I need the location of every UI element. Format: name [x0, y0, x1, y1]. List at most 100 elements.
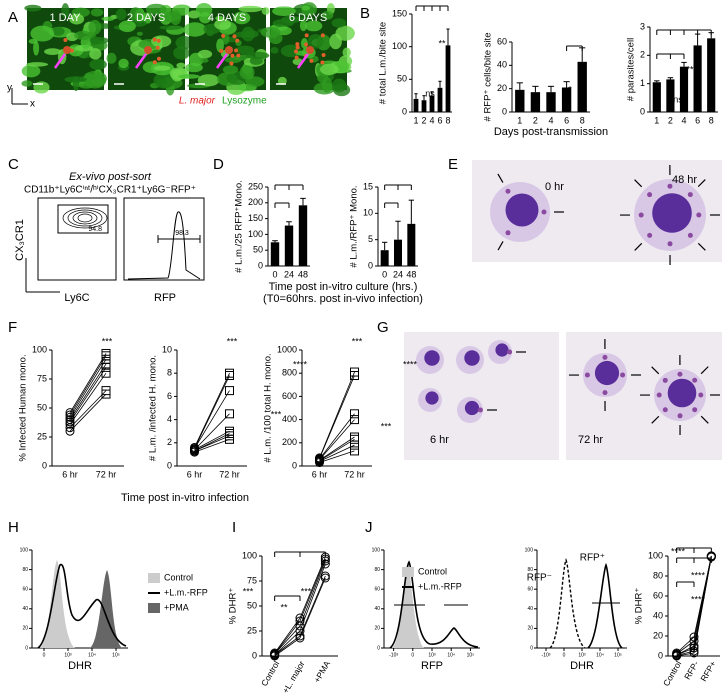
- x-tick-label: 1: [517, 115, 522, 125]
- pair-line: [194, 430, 230, 451]
- y-axis-label: # parasites/cell: [626, 38, 637, 101]
- pair-line: [274, 556, 326, 654]
- error-bar: [667, 77, 674, 80]
- histogram-curve: [549, 558, 586, 649]
- error-bar: [414, 93, 418, 99]
- error-bar: [694, 33, 701, 46]
- y-tick-label: 60: [497, 36, 507, 46]
- legend-key: [402, 567, 414, 577]
- y-tick-label: 0: [167, 460, 172, 470]
- significance-label: ***: [301, 586, 312, 596]
- pair-line: [319, 436, 355, 461]
- tissue-blob: [200, 58, 209, 63]
- significance-label: ***: [381, 421, 392, 431]
- y-tick-label: 75: [37, 373, 47, 383]
- x-tick-label: 4: [681, 115, 686, 125]
- y-axis-label: # L.m. /100 total H. mono.: [263, 353, 274, 462]
- tissue-blob: [185, 62, 203, 73]
- marker: [225, 368, 234, 378]
- marker: [65, 415, 75, 425]
- parasite: [692, 377, 698, 383]
- x-tick-label: RFP+: [698, 659, 718, 683]
- x-tick-label: 1: [654, 115, 659, 125]
- x-tick-label: 4: [548, 115, 553, 125]
- legend-label: +L.m.-RFP: [164, 587, 208, 597]
- histogram-curve: [389, 560, 479, 649]
- tissue-blob: [342, 47, 351, 58]
- tick-label: 10⁴: [88, 652, 96, 658]
- tissue-blob: [239, 65, 255, 80]
- tissue-blob: [245, 76, 265, 87]
- parasite: [63, 37, 68, 42]
- y-tick-label: 60: [653, 590, 663, 600]
- legend-label: +L.m.-RFP: [418, 581, 462, 591]
- tissue-blob: [115, 8, 127, 21]
- tissue-blob: [233, 11, 251, 25]
- bar: [577, 61, 587, 112]
- tissue-blob: [214, 18, 232, 30]
- y-tick-label: 6: [167, 391, 172, 401]
- significance-label: ***: [102, 336, 113, 346]
- contour: [67, 209, 103, 227]
- x-tick-label: 2: [668, 115, 673, 125]
- error-bar: [547, 85, 555, 93]
- pointer-arrow: [296, 53, 310, 69]
- x-tick-label: 4: [429, 115, 434, 125]
- tissue-blob: [307, 34, 324, 49]
- tick-label: 80: [22, 567, 28, 573]
- tissue-blob: [101, 16, 115, 21]
- y-axis-label: # L.m./RFP⁺ Mono.: [349, 185, 360, 267]
- tissue-blob: [301, 5, 310, 11]
- y-tick-label: 2: [640, 50, 645, 60]
- tissue-blob: [118, 20, 136, 33]
- tissue-blob: [299, 19, 308, 32]
- tissue-blob: [156, 78, 166, 85]
- marker: [65, 410, 75, 420]
- peak-label: RFP⁻: [527, 573, 552, 584]
- y-axis-label: # L.m./25 RFP⁺Mono.: [234, 180, 245, 273]
- bar: [284, 225, 294, 266]
- histogram-curve: [127, 211, 201, 280]
- y-tick-label: 100: [242, 550, 257, 560]
- pair-line: [194, 438, 230, 453]
- error-bar: [563, 81, 570, 88]
- tick-label: 100: [372, 547, 381, 553]
- parasite: [152, 37, 157, 42]
- marker: [295, 613, 305, 623]
- significance-label: ****: [403, 359, 418, 369]
- tick-label: 40: [374, 606, 380, 612]
- significance-label: ***: [352, 336, 363, 346]
- pair-line: [676, 555, 712, 654]
- marker: [295, 631, 305, 641]
- parasite: [662, 407, 668, 413]
- tick-label: -10³: [542, 652, 551, 658]
- significance-label: ****: [691, 594, 706, 604]
- significance-label: ****: [293, 359, 308, 369]
- bar: [380, 250, 389, 266]
- parasite-focus: [306, 46, 314, 54]
- y-tick-label: 0: [640, 106, 645, 116]
- histogram-fill: [392, 565, 424, 648]
- y-tick-label: 4: [167, 414, 172, 424]
- frame-label: 1 DAY: [50, 12, 82, 24]
- tissue-blob: [272, 19, 294, 28]
- tissue-blob: [51, 26, 65, 36]
- y-tick-label: 100: [32, 344, 47, 354]
- tissue-blob: [89, 36, 101, 46]
- y-tick-label: 50: [247, 600, 257, 610]
- error-bar: [681, 61, 687, 67]
- tissue-blob: [158, 11, 182, 22]
- y-tick-label: 150: [392, 8, 407, 18]
- tick-label: 0: [530, 645, 533, 651]
- error-bar: [446, 28, 450, 46]
- error-bar: [300, 197, 306, 206]
- pair-line: [194, 413, 230, 451]
- tick-label: 80: [374, 567, 380, 573]
- frame-label: 4 DAYS: [208, 12, 246, 24]
- legend-label: Control: [418, 566, 447, 576]
- x-tick-label: 72 hr: [344, 469, 365, 479]
- panel-label: G: [377, 319, 389, 336]
- pointer-arrow: [700, 366, 709, 375]
- parasite: [219, 49, 224, 54]
- time-label: 72 hr: [578, 434, 603, 446]
